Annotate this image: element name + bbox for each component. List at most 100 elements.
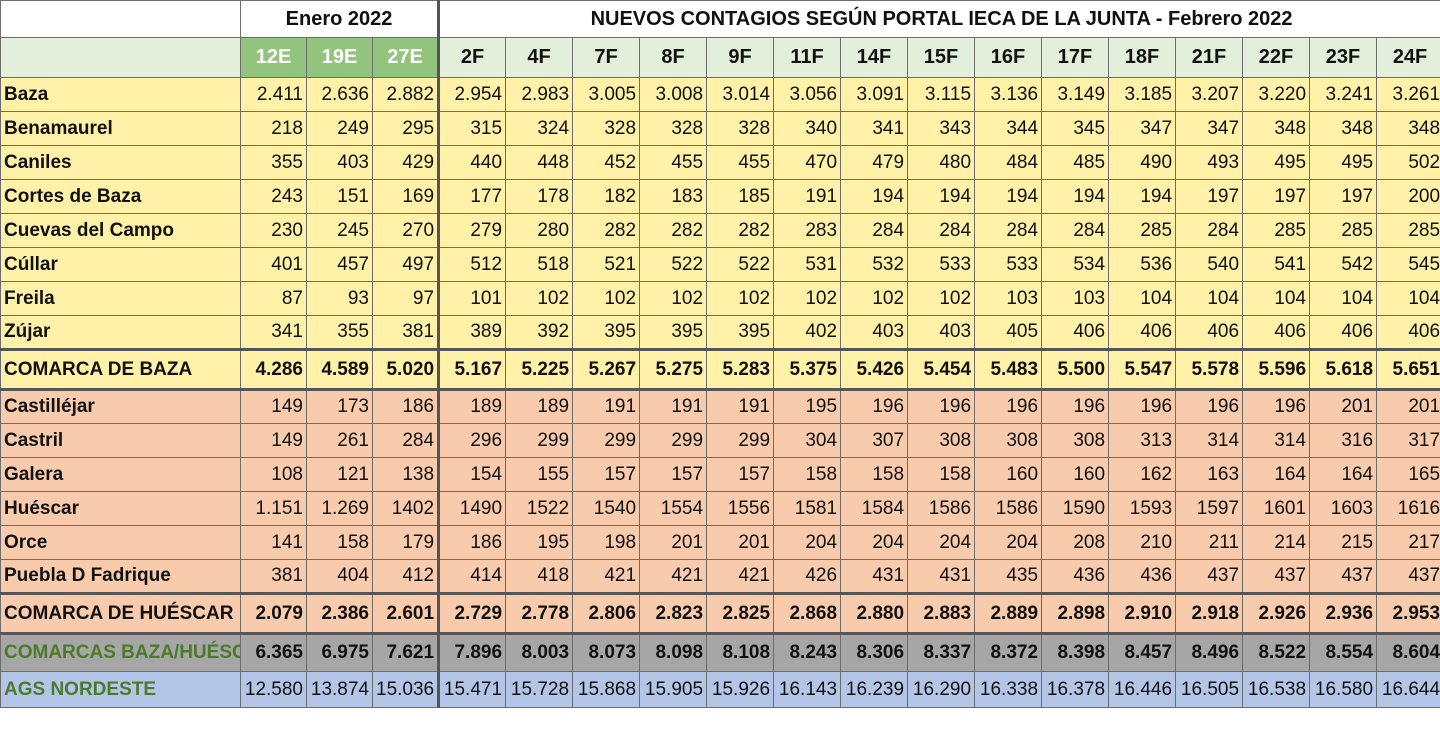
value-cell: 2.386 <box>306 592 373 635</box>
table-row: Freila 87 93 97 101 102 102 102 102 102 102 102 103 1… <box>0 281 1440 316</box>
january-group-header: Enero 2022 <box>239 0 440 38</box>
value-cell: 186 <box>437 525 507 560</box>
value-cell: 533 <box>907 247 976 282</box>
value-cell: 3.149 <box>1041 77 1110 112</box>
table-row: Zújar 341 355 381 389 392 395 395 395 402 403 403 40… <box>0 315 1440 350</box>
row-label: COMARCAS BAZA/HUÉSCAR <box>0 633 241 672</box>
value-cell: 299 <box>572 423 641 458</box>
value-cell: 169 <box>371 179 440 214</box>
value-cell: 284 <box>840 213 909 248</box>
value-cell: 204 <box>907 525 976 560</box>
value-cell: 317 <box>1376 423 1440 458</box>
value-cell: 158 <box>306 525 373 560</box>
date-header-feb: 11F <box>773 37 842 78</box>
value-cell: 532 <box>840 247 909 282</box>
date-header-feb: 22F <box>1242 37 1311 78</box>
value-cell: 210 <box>1108 525 1177 560</box>
value-cell: 404 <box>306 559 373 594</box>
value-cell: 13.874 <box>306 671 373 708</box>
value-cell: 341 <box>240 315 307 350</box>
value-cell: 403 <box>907 315 976 350</box>
covid-cases-table: Enero 2022 NUEVOS CONTAGIOS SEGÚN PORTAL… <box>0 0 1440 708</box>
value-cell: 157 <box>572 457 641 492</box>
date-header-feb: 23F <box>1309 37 1378 78</box>
value-cell: 2.954 <box>437 77 507 112</box>
value-cell: 435 <box>974 559 1043 594</box>
value-cell: 15.926 <box>706 671 775 708</box>
value-cell: 1597 <box>1175 491 1244 526</box>
value-cell: 8.098 <box>639 633 708 672</box>
value-cell: 542 <box>1309 247 1378 282</box>
value-cell: 405 <box>974 315 1043 350</box>
value-cell: 194 <box>1041 179 1110 214</box>
value-cell: 208 <box>1041 525 1110 560</box>
value-cell: 1581 <box>773 491 842 526</box>
value-cell: 2.806 <box>572 592 641 635</box>
value-cell: 5.375 <box>773 348 842 391</box>
value-cell: 431 <box>907 559 976 594</box>
table-row: Caniles 355 403 429 440 448 452 455 455 470 479 480… <box>0 145 1440 180</box>
value-cell: 104 <box>1376 281 1440 316</box>
value-cell: 8.243 <box>773 633 842 672</box>
value-cell: 191 <box>773 179 842 214</box>
value-cell: 196 <box>907 389 976 424</box>
value-cell: 178 <box>505 179 574 214</box>
value-cell: 163 <box>1175 457 1244 492</box>
value-cell: 177 <box>437 179 507 214</box>
value-cell: 7.621 <box>371 633 440 672</box>
value-cell: 299 <box>505 423 574 458</box>
value-cell: 536 <box>1108 247 1177 282</box>
value-cell: 102 <box>706 281 775 316</box>
value-cell: 437 <box>1309 559 1378 594</box>
value-cell: 201 <box>1309 389 1378 424</box>
value-cell: 437 <box>1175 559 1244 594</box>
table-row: Cuevas del Campo 230 245 270 279 280 282 282 282… <box>0 213 1440 248</box>
value-cell: 5.426 <box>840 348 909 391</box>
value-cell: 348 <box>1309 111 1378 146</box>
value-cell: 162 <box>1108 457 1177 492</box>
value-cell: 299 <box>706 423 775 458</box>
value-cell: 5.547 <box>1108 348 1177 391</box>
value-cell: 1586 <box>907 491 976 526</box>
total-row: AGS NORDESTE 12.580 13.874 15.036 15.471 15.7… <box>0 671 1440 708</box>
value-cell: 285 <box>1376 213 1440 248</box>
value-cell: 138 <box>371 457 440 492</box>
value-cell: 204 <box>840 525 909 560</box>
row-label: Galera <box>0 457 241 492</box>
value-cell: 2.729 <box>437 592 507 635</box>
value-cell: 395 <box>706 315 775 350</box>
value-cell: 2.636 <box>306 77 373 112</box>
table-row: Galera 108 121 138 154 155 157 157 157 158 158 158 1… <box>0 457 1440 492</box>
value-cell: 308 <box>907 423 976 458</box>
value-cell: 195 <box>773 389 842 424</box>
value-cell: 16.338 <box>974 671 1043 708</box>
value-cell: 455 <box>639 145 708 180</box>
value-cell: 455 <box>706 145 775 180</box>
value-cell: 102 <box>840 281 909 316</box>
value-cell: 484 <box>974 145 1043 180</box>
date-header-feb: 18F <box>1108 37 1177 78</box>
value-cell: 196 <box>974 389 1043 424</box>
value-cell: 521 <box>572 247 641 282</box>
value-cell: 2.880 <box>840 592 909 635</box>
value-cell: 2.953 <box>1376 592 1440 635</box>
value-cell: 284 <box>371 423 440 458</box>
value-cell: 183 <box>639 179 708 214</box>
value-cell: 2.868 <box>773 592 842 635</box>
date-header-row: 12E 19E 27E 2F 4F 7F 8F 9F 11F 14F 15F 16F 17F 18F 21F… <box>0 37 1440 78</box>
row-label: Baza <box>0 77 241 112</box>
value-cell: 406 <box>1242 315 1311 350</box>
value-cell: 1603 <box>1309 491 1378 526</box>
value-cell: 1490 <box>437 491 507 526</box>
value-cell: 16.580 <box>1309 671 1378 708</box>
table-row: Baza 2.411 2.636 2.882 2.954 2.983 3.005 3.008 3… <box>0 77 1440 112</box>
value-cell: 15.868 <box>572 671 641 708</box>
value-cell: 429 <box>371 145 440 180</box>
value-cell: 431 <box>840 559 909 594</box>
value-cell: 541 <box>1242 247 1311 282</box>
value-cell: 314 <box>1175 423 1244 458</box>
value-cell: 284 <box>907 213 976 248</box>
date-header-jan: 27E <box>371 37 440 78</box>
value-cell: 1.151 <box>240 491 307 526</box>
value-cell: 158 <box>840 457 909 492</box>
